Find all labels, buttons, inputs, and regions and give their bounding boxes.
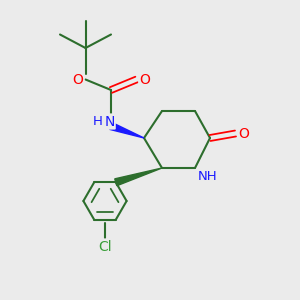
Text: O: O <box>238 127 249 140</box>
Text: H: H <box>93 115 102 128</box>
Text: O: O <box>140 73 150 86</box>
Polygon shape <box>115 168 162 186</box>
Text: N: N <box>104 115 115 128</box>
Text: NH: NH <box>198 170 218 183</box>
Text: O: O <box>73 73 83 86</box>
Text: Cl: Cl <box>98 240 112 254</box>
Polygon shape <box>110 123 144 138</box>
